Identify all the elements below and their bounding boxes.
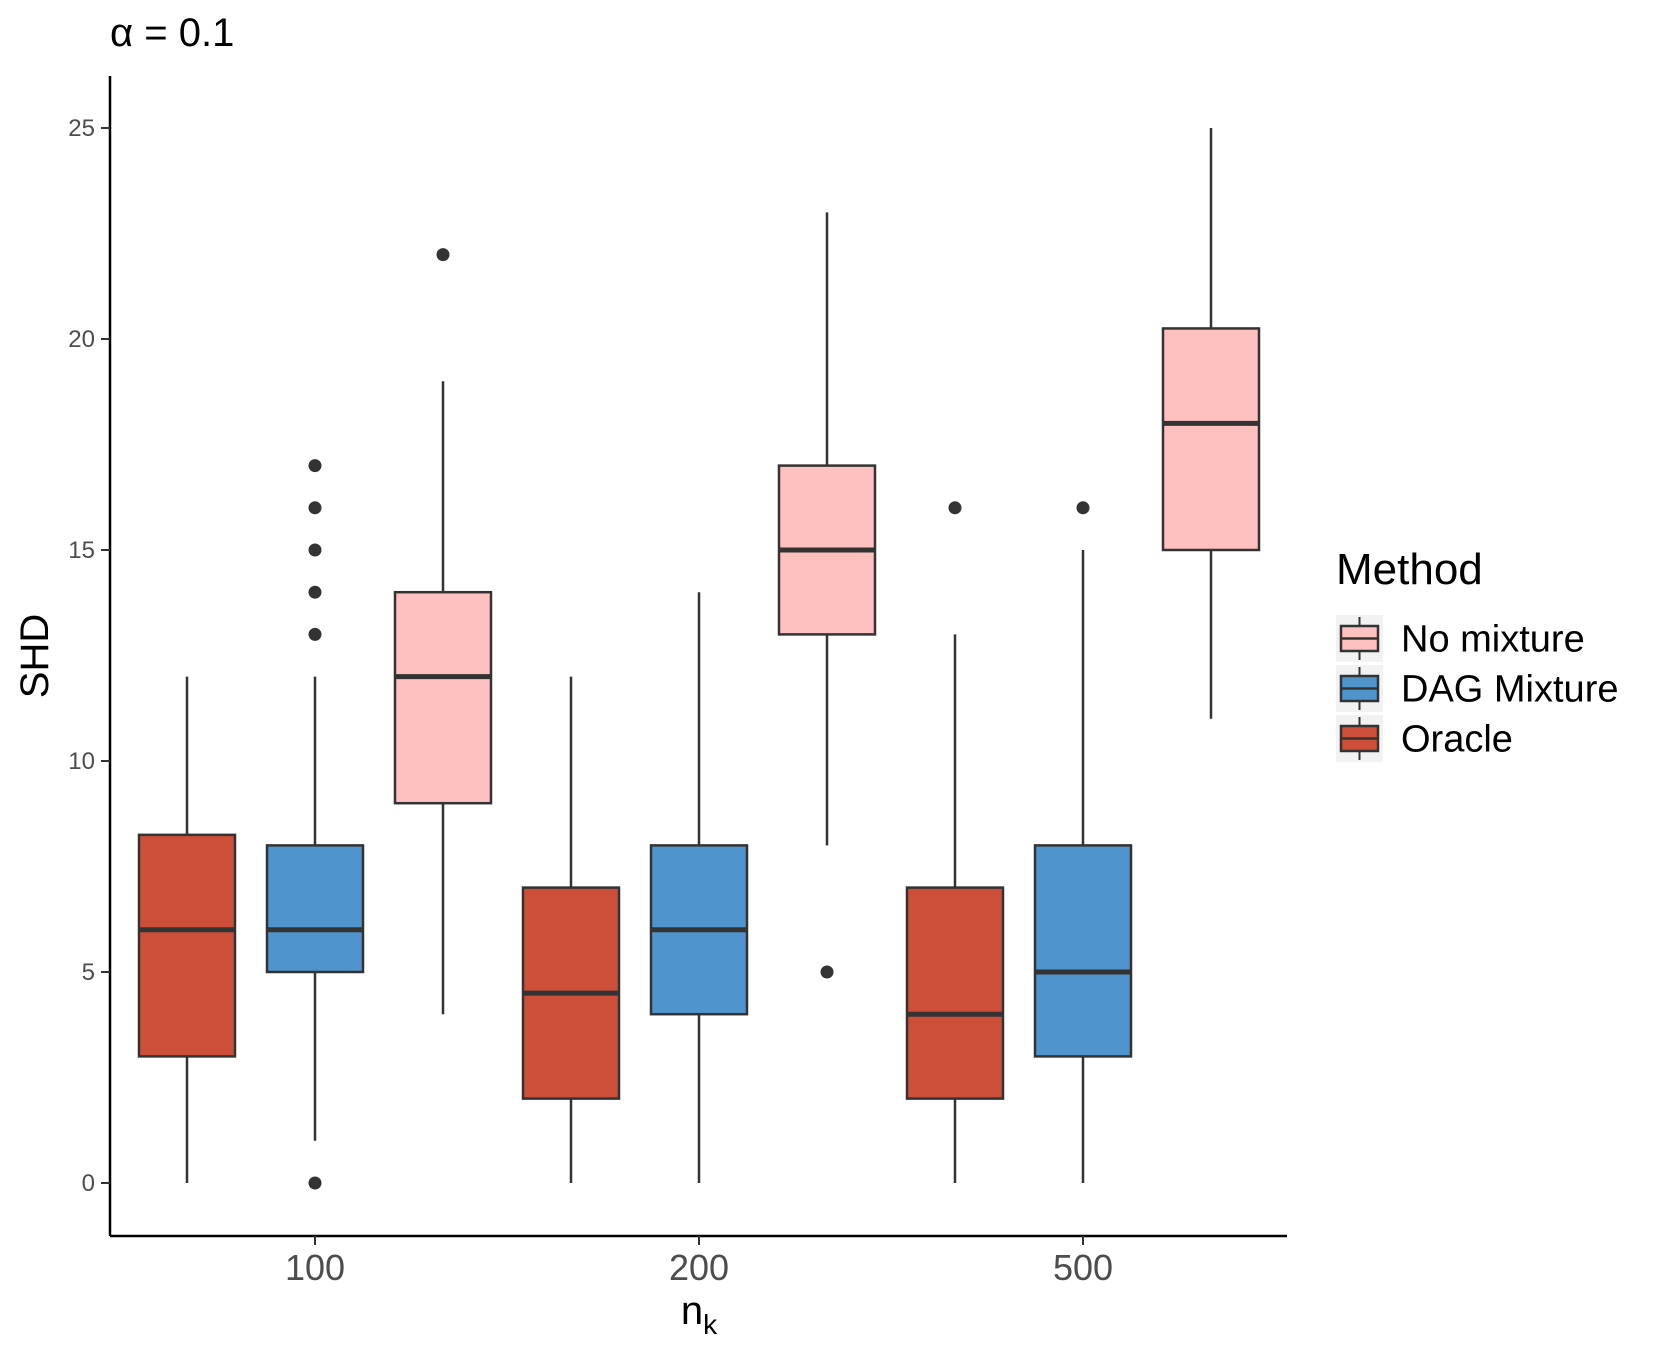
box-oracle-200 — [521, 676, 621, 1183]
legend: Method No mixture DAG Mixture Oracle — [1336, 545, 1618, 762]
legend-item-no-mixture: No mixture — [1336, 615, 1585, 662]
box-body — [265, 844, 365, 974]
x-axis-ticks: 100 200 500 — [285, 1236, 1113, 1288]
outlier-point — [308, 1176, 322, 1190]
y-tick-label: 15 — [68, 537, 95, 564]
y-tick-label: 25 — [68, 115, 95, 142]
y-tick-label: 0 — [82, 1170, 95, 1197]
outlier-point — [948, 501, 962, 515]
outlier-point — [308, 627, 322, 641]
outlier-point — [820, 965, 834, 979]
x-axis-title-subscript: k — [703, 1309, 718, 1340]
legend-item-dag-mixture: DAG Mixture — [1336, 665, 1618, 712]
x-axis-title-main: n — [681, 1289, 703, 1333]
x-tick-label: 100 — [285, 1247, 345, 1288]
y-tick-label: 5 — [82, 959, 95, 986]
box-no-mixture-200 — [777, 212, 877, 979]
box-oracle-100 — [137, 676, 237, 1183]
box-dag-mixture-200 — [649, 592, 749, 1183]
x-axis-title: nk — [681, 1289, 718, 1340]
y-axis-ticks: 0 5 10 15 20 25 — [68, 115, 110, 1197]
box-dag-mixture-100 — [265, 459, 365, 1190]
box-no-mixture-500 — [1161, 128, 1261, 719]
outlier-point — [308, 585, 322, 599]
box-no-mixture-100 — [393, 248, 493, 1015]
x-tick-label: 500 — [1053, 1247, 1113, 1288]
legend-item-oracle: Oracle — [1336, 715, 1513, 762]
legend-label: Oracle — [1401, 719, 1513, 761]
box-body — [905, 886, 1005, 1100]
legend-label: DAG Mixture — [1401, 669, 1618, 711]
plot-area — [137, 128, 1261, 1190]
y-axis-title: SHD — [13, 614, 57, 698]
box-body — [1161, 327, 1261, 552]
legend-label: No mixture — [1401, 619, 1585, 661]
outlier-point — [308, 459, 322, 473]
box-body — [137, 833, 237, 1058]
box-oracle-500 — [905, 501, 1005, 1183]
x-tick-label: 200 — [669, 1247, 729, 1288]
box-dag-mixture-500 — [1033, 501, 1133, 1183]
box-body — [1033, 844, 1133, 1058]
box-body — [393, 590, 493, 805]
outlier-point — [1076, 501, 1090, 515]
outlier-point — [308, 543, 322, 557]
legend-items: No mixture DAG Mixture Oracle — [1336, 615, 1618, 762]
chart-title: α = 0.1 — [110, 11, 234, 55]
y-tick-label: 10 — [68, 748, 95, 775]
y-tick-label: 20 — [68, 326, 95, 353]
legend-title: Method — [1336, 545, 1483, 594]
outlier-point — [436, 248, 450, 262]
outlier-point — [308, 501, 322, 515]
